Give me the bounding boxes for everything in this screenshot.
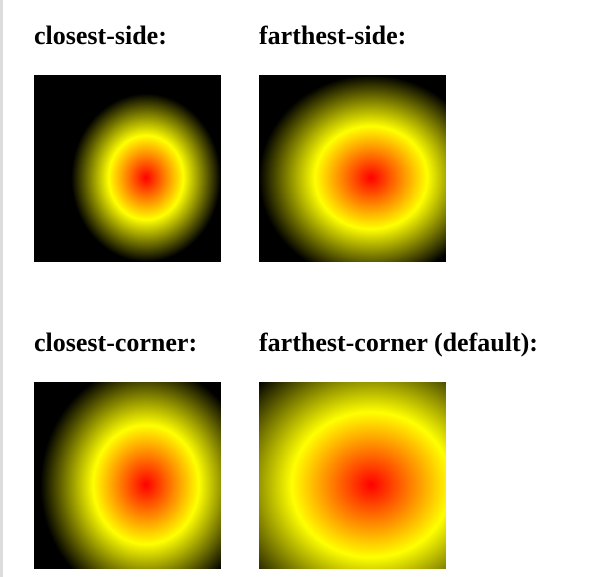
demo-closest-side: closest-side: — [34, 21, 221, 262]
gradient-swatch-farthest-side — [259, 75, 446, 262]
demo-heading: farthest-side: — [259, 21, 407, 50]
demo-farthest-side: farthest-side: — [259, 21, 446, 262]
demo-heading: farthest-corner (default): — [259, 328, 538, 357]
demo-heading: closest-side: — [34, 21, 167, 50]
page-left-edge — [0, 0, 3, 577]
gradient-swatch-farthest-corner — [259, 382, 446, 569]
demo-farthest-corner: farthest-corner (default): — [259, 328, 538, 569]
demo-closest-corner: closest-corner: — [34, 328, 221, 569]
demo-heading: closest-corner: — [34, 328, 198, 357]
gradient-swatch-closest-side — [34, 75, 221, 262]
gradient-swatch-closest-corner — [34, 382, 221, 569]
